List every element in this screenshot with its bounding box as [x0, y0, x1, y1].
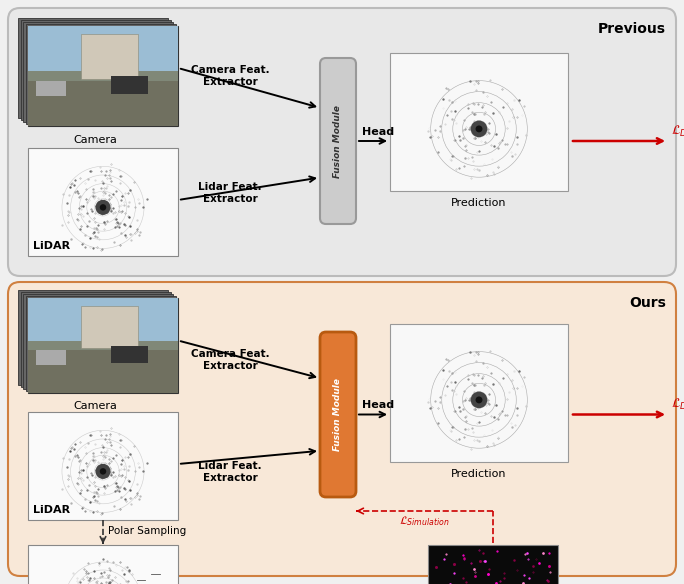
Bar — [25, 296, 176, 391]
Text: Prediction: Prediction — [451, 198, 507, 208]
Bar — [28, 545, 178, 584]
Text: Camera: Camera — [73, 401, 117, 411]
Text: Prediction: Prediction — [451, 469, 507, 479]
Bar — [21, 292, 170, 387]
Text: Previous: Previous — [598, 22, 666, 36]
Text: $\mathcal{L}_{Simulation}$: $\mathcal{L}_{Simulation}$ — [399, 514, 450, 528]
Bar — [390, 324, 568, 462]
Text: Fusion Module: Fusion Module — [334, 105, 343, 178]
Text: Ours: Ours — [629, 296, 666, 310]
Bar — [28, 81, 178, 126]
Bar — [428, 545, 558, 584]
FancyBboxPatch shape — [320, 58, 356, 224]
Bar — [28, 26, 178, 126]
Bar — [28, 350, 178, 393]
Bar — [390, 53, 568, 191]
FancyBboxPatch shape — [8, 282, 676, 576]
Bar — [18, 18, 168, 118]
Text: Camera Feat.
Extractor: Camera Feat. Extractor — [191, 349, 269, 371]
Circle shape — [471, 392, 487, 408]
FancyBboxPatch shape — [8, 8, 676, 276]
Text: Head: Head — [362, 127, 394, 137]
Text: Camera: Camera — [73, 135, 117, 145]
Circle shape — [96, 464, 111, 479]
Circle shape — [100, 468, 106, 475]
Bar — [23, 294, 173, 389]
Text: LiDAR: LiDAR — [33, 241, 70, 251]
Bar — [23, 22, 173, 122]
Text: Lidar Feat.
Extractor: Lidar Feat. Extractor — [198, 182, 262, 204]
Bar — [36, 81, 66, 96]
Bar — [28, 26, 178, 71]
Bar — [36, 350, 66, 364]
Bar — [28, 148, 178, 256]
Bar — [21, 20, 170, 120]
Text: LiDAR: LiDAR — [33, 505, 70, 515]
Bar — [111, 346, 148, 363]
Text: Lidar Feat.
Extractor: Lidar Feat. Extractor — [198, 461, 262, 483]
Bar — [28, 71, 178, 81]
Text: Camera Feat.
Extractor: Camera Feat. Extractor — [191, 65, 269, 87]
FancyBboxPatch shape — [320, 332, 356, 497]
Circle shape — [475, 126, 482, 133]
Text: $\mathcal{L}_{Det}$: $\mathcal{L}_{Det}$ — [671, 397, 684, 412]
Text: $\mathcal{L}_{Det}$: $\mathcal{L}_{Det}$ — [671, 124, 684, 139]
Bar — [81, 34, 137, 79]
Bar — [18, 290, 168, 385]
Circle shape — [100, 204, 106, 211]
Bar — [28, 298, 178, 393]
Circle shape — [471, 121, 487, 137]
Circle shape — [96, 200, 111, 215]
Text: Head: Head — [362, 401, 394, 411]
Bar — [28, 412, 178, 520]
Bar — [111, 76, 148, 94]
Text: Polar Sampling: Polar Sampling — [108, 526, 186, 536]
Bar — [28, 298, 178, 340]
Text: Fusion Module: Fusion Module — [334, 378, 343, 451]
Bar — [25, 24, 176, 124]
Circle shape — [475, 397, 482, 404]
Bar — [81, 305, 137, 348]
Bar — [28, 340, 178, 350]
